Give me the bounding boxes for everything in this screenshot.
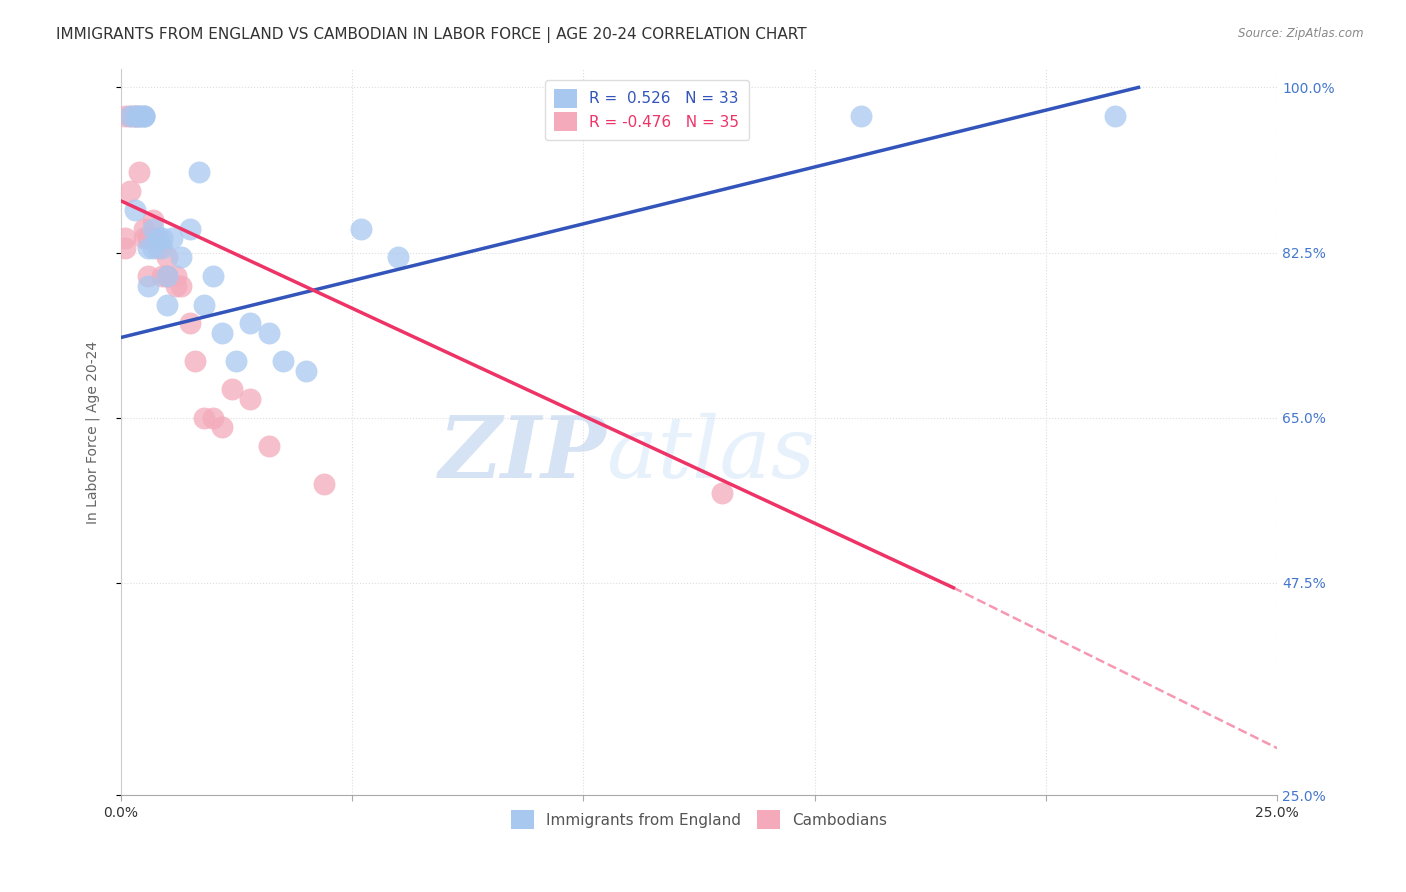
- Point: [128, 165, 150, 179]
- Text: ZIP: ZIP: [439, 412, 606, 496]
- Point: [142, 222, 165, 236]
- Point: [124, 109, 146, 123]
- Point: [170, 250, 193, 264]
- Point: [183, 354, 205, 368]
- Text: atlas: atlas: [606, 412, 815, 495]
- Point: [146, 231, 169, 245]
- Point: [202, 269, 225, 284]
- Point: [142, 241, 165, 255]
- Point: [849, 109, 872, 123]
- Point: [387, 250, 409, 264]
- Point: [179, 317, 201, 331]
- Point: [170, 278, 193, 293]
- Point: [124, 109, 146, 123]
- Point: [294, 363, 316, 377]
- Y-axis label: In Labor Force | Age 20-24: In Labor Force | Age 20-24: [86, 341, 100, 524]
- Point: [128, 109, 150, 123]
- Point: [114, 109, 136, 123]
- Point: [156, 297, 179, 311]
- Point: [211, 420, 233, 434]
- Point: [156, 269, 179, 284]
- Point: [156, 250, 179, 264]
- Point: [239, 392, 262, 406]
- Point: [225, 354, 247, 368]
- Point: [132, 222, 155, 236]
- Point: [257, 326, 280, 340]
- Point: [118, 109, 141, 123]
- Point: [118, 184, 141, 198]
- Text: IMMIGRANTS FROM ENGLAND VS CAMBODIAN IN LABOR FORCE | AGE 20-24 CORRELATION CHAR: IMMIGRANTS FROM ENGLAND VS CAMBODIAN IN …: [56, 27, 807, 43]
- Point: [114, 231, 136, 245]
- Point: [150, 269, 173, 284]
- Point: [179, 222, 201, 236]
- Point: [128, 109, 150, 123]
- Text: Source: ZipAtlas.com: Source: ZipAtlas.com: [1239, 27, 1364, 40]
- Point: [165, 269, 187, 284]
- Point: [314, 476, 336, 491]
- Point: [132, 109, 155, 123]
- Point: [132, 109, 155, 123]
- Point: [239, 317, 262, 331]
- Point: [711, 486, 734, 500]
- Point: [138, 241, 160, 255]
- Point: [146, 231, 169, 245]
- Point: [1104, 109, 1126, 123]
- Point: [193, 297, 215, 311]
- Point: [124, 109, 146, 123]
- Point: [124, 203, 146, 218]
- Point: [193, 410, 215, 425]
- Point: [118, 109, 141, 123]
- Point: [114, 241, 136, 255]
- Point: [146, 241, 169, 255]
- Point: [202, 410, 225, 425]
- Point: [150, 241, 173, 255]
- Point: [156, 269, 179, 284]
- Point: [132, 109, 155, 123]
- Point: [138, 269, 160, 284]
- Point: [188, 165, 211, 179]
- Point: [156, 269, 179, 284]
- Point: [165, 278, 187, 293]
- Point: [211, 326, 233, 340]
- Point: [142, 212, 165, 227]
- Point: [138, 278, 160, 293]
- Point: [150, 231, 173, 245]
- Point: [142, 231, 165, 245]
- Point: [132, 231, 155, 245]
- Point: [271, 354, 294, 368]
- Point: [128, 109, 150, 123]
- Legend: Immigrants from England, Cambodians: Immigrants from England, Cambodians: [505, 805, 893, 835]
- Point: [257, 439, 280, 453]
- Point: [138, 231, 160, 245]
- Point: [138, 231, 160, 245]
- Point: [350, 222, 373, 236]
- Point: [221, 383, 243, 397]
- Point: [160, 231, 183, 245]
